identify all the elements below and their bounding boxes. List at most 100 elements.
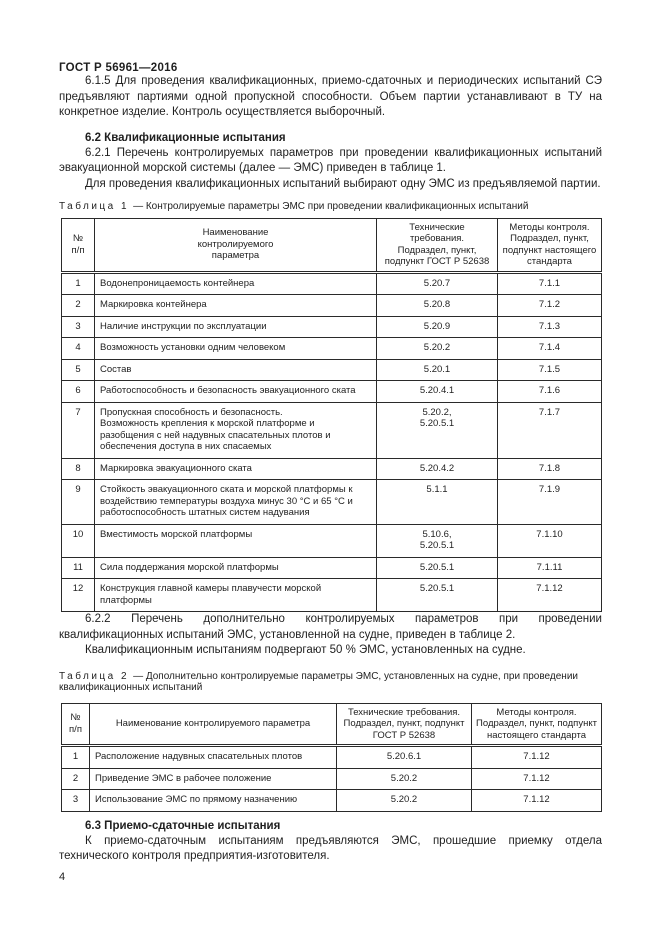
cell-number: 1 (61, 745, 90, 769)
cell-methods: 7.1.10 (497, 523, 602, 558)
cell-methods: 7.1.2 (497, 294, 602, 317)
column-header-methods: Методы контроля. Подраздел, пункт, подпу… (497, 217, 602, 274)
table-row: 6 Работоспособность и безопасность эваку… (61, 380, 602, 403)
document-header: ГОСТ Р 56961—2016 (59, 62, 178, 74)
cell-methods: 7.1.12 (471, 789, 602, 812)
cell-name: Стойкость эвакуационного ската и морской… (94, 479, 377, 525)
table-additional-parameters: № п/п Наименование контролируемого парам… (61, 702, 602, 812)
cell-tech: 5.20.2 (376, 337, 498, 360)
cell-number: 8 (61, 457, 95, 480)
cell-name: Сила поддержания морской платформы (94, 556, 377, 579)
table-qualification-parameters: № п/п Наименование контролируемого парам… (61, 217, 602, 612)
cell-tech: 5.20.2, 5.20.5.1 (376, 401, 498, 459)
cell-tech: 5.20.1 (376, 358, 498, 381)
cell-methods: 7.1.1 (497, 271, 602, 295)
table-row: 3 Использование ЭМС по прямому назначени… (61, 789, 602, 812)
cell-number: 10 (61, 523, 95, 558)
table-row: 7 Пропускная способность и безопасность.… (61, 401, 602, 459)
column-header-methods: Методы контроля. Подраздел, пункт, подпу… (471, 702, 602, 747)
cell-number: 5 (61, 358, 95, 381)
table-2-caption: Таблица 2— Дополнительно контролируемые … (59, 671, 602, 694)
cell-name: Использование ЭМС по прямому назначению (89, 789, 337, 812)
table-2-caption-text: — Дополнительно контролируемые параметры… (59, 670, 578, 694)
heading-6-3: 6.3 Приемо-сдаточные испытания (85, 819, 281, 832)
cell-name: Наличие инструкции по эксплуатации (94, 315, 377, 338)
column-header-number: № п/п (61, 217, 95, 274)
cell-number: 4 (61, 337, 95, 360)
cell-name: Состав (94, 358, 377, 381)
table-row: 12 Конструкция главной камеры плавучести… (61, 578, 602, 612)
paragraph-6-2-2: 6.2.2 Перечень дополнительно контролируе… (59, 613, 602, 641)
cell-tech: 5.1.1 (376, 479, 498, 525)
cell-tech: 5.20.8 (376, 294, 498, 317)
cell-methods: 7.1.12 (471, 767, 602, 790)
cell-methods: 7.1.12 (497, 578, 602, 612)
cell-tech: 5.20.5.1 (376, 578, 498, 612)
table-row: 2 Маркировка контейнера 5.20.8 7.1.2 (61, 294, 602, 317)
table-row: 2 Приведение ЭМС в рабочее положение 5.2… (61, 767, 602, 790)
table-row: 1 Расположение надувных спасательных пло… (61, 745, 602, 769)
cell-number: 7 (61, 401, 95, 459)
cell-number: 1 (61, 271, 95, 295)
cell-tech: 5.20.5.1 (376, 556, 498, 579)
cell-number: 9 (61, 479, 95, 525)
table-row: 8 Маркировка эвакуационного ската 5.20.4… (61, 457, 602, 480)
cell-tech: 5.20.7 (376, 271, 498, 295)
heading-6-2: 6.2 Квалификационные испытания (85, 131, 286, 144)
cell-tech: 5.20.4.2 (376, 457, 498, 480)
cell-number: 2 (61, 294, 95, 317)
cell-name: Расположение надувных спасательных плото… (89, 745, 337, 769)
cell-name: Вместимость морской платформы (94, 523, 377, 558)
cell-number: 3 (61, 315, 95, 338)
table-header-row: № п/п Наименование контролируемого парам… (61, 702, 602, 747)
table-1-caption-label: Таблица 1 (59, 201, 130, 212)
cell-methods: 7.1.7 (497, 401, 602, 459)
column-header-tech: Технические требования. Подраздел, пункт… (376, 217, 498, 274)
cell-methods: 7.1.6 (497, 380, 602, 403)
cell-methods: 7.1.4 (497, 337, 602, 360)
table-row: 5 Состав 5.20.1 7.1.5 (61, 358, 602, 381)
paragraph-6-2-1b: Для проведения квалификационных испытани… (85, 177, 601, 190)
paragraph-6-2-2b: Квалификационным испытаниям подвергают 5… (85, 644, 526, 656)
cell-methods: 7.1.5 (497, 358, 602, 381)
cell-name: Маркировка эвакуационного ската (94, 457, 377, 480)
cell-name: Работоспособность и безопасность эвакуац… (94, 380, 377, 403)
paragraph-6-1-5: 6.1.5 Для проведения квалификационных, п… (59, 75, 602, 118)
table-1-caption-text: — Контролируемые параметры ЭМС при прове… (133, 201, 529, 212)
column-header-tech: Технические требования. Подраздел, пункт… (336, 702, 472, 747)
table-row: 1 Водонепроницаемость контейнера 5.20.7 … (61, 271, 602, 295)
cell-name: Приведение ЭМС в рабочее положение (89, 767, 337, 790)
table-row: 11 Сила поддержания морской платформы 5.… (61, 556, 602, 579)
paragraph-6-3: К приемо-сдаточным испытаниям предъявляю… (59, 834, 602, 863)
column-header-number: № п/п (61, 702, 90, 747)
cell-number: 3 (61, 789, 90, 812)
cell-tech: 5.20.6.1 (336, 745, 472, 769)
cell-name: Возможность установки одним человеком (94, 337, 377, 360)
cell-tech: 5.20.9 (376, 315, 498, 338)
column-header-name: Наименование контролируемого параметра (94, 217, 377, 274)
cell-methods: 7.1.3 (497, 315, 602, 338)
cell-name: Конструкция главной камеры плавучести мо… (94, 578, 377, 612)
cell-tech: 5.10.6, 5.20.5.1 (376, 523, 498, 558)
cell-methods: 7.1.11 (497, 556, 602, 579)
cell-number: 12 (61, 578, 95, 612)
page-number: 4 (59, 870, 66, 883)
table-row: 3 Наличие инструкции по эксплуатации 5.2… (61, 315, 602, 338)
cell-methods: 7.1.8 (497, 457, 602, 480)
cell-tech: 5.20.2 (336, 767, 472, 790)
table-row: 10 Вместимость морской платформы 5.10.6,… (61, 523, 602, 558)
cell-name: Водонепроницаемость контейнера (94, 271, 377, 295)
cell-number: 11 (61, 556, 95, 579)
cell-name: Пропускная способность и безопасность. В… (94, 401, 377, 459)
cell-methods: 7.1.9 (497, 479, 602, 525)
table-row: 9 Стойкость эвакуационного ската и морск… (61, 479, 602, 525)
cell-number: 2 (61, 767, 90, 790)
table-header-row: № п/п Наименование контролируемого парам… (61, 217, 602, 274)
column-header-name: Наименование контролируемого параметра (89, 702, 337, 747)
cell-methods: 7.1.12 (471, 745, 602, 769)
table-1-caption: Таблица 1— Контролируемые параметры ЭМС … (59, 201, 602, 213)
cell-tech: 5.20.4.1 (376, 380, 498, 403)
cell-tech: 5.20.2 (336, 789, 472, 812)
cell-number: 6 (61, 380, 95, 403)
